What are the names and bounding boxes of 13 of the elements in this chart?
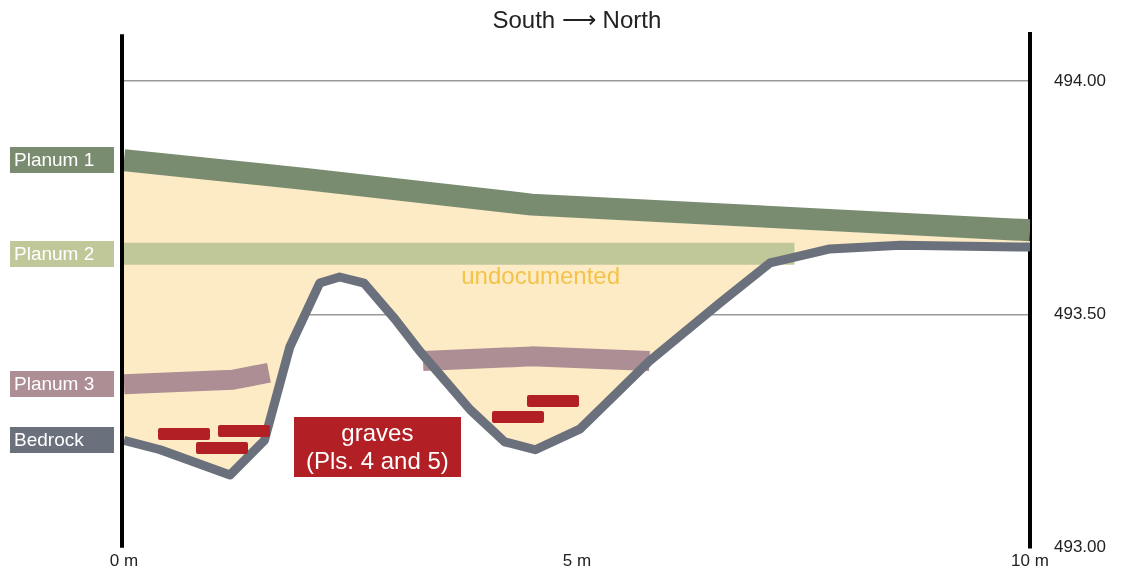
annotation: graves (Pls. 4 and 5) xyxy=(294,417,461,477)
x-tick-label: 5 m xyxy=(562,550,592,570)
series-label: undocumented xyxy=(461,262,621,290)
x-tick-label: 0 m xyxy=(109,550,139,570)
y-tick-label: 493.00 xyxy=(1054,537,1106,557)
x-tick-label: 10 m xyxy=(1011,550,1049,570)
series-label: Planum 2 xyxy=(10,240,114,267)
text: Bedrock xyxy=(10,427,114,454)
series-label: Planum 3 xyxy=(10,371,114,398)
series-label: Planum 1 xyxy=(10,147,114,174)
y-tick-label: 493.50 xyxy=(1054,304,1106,324)
chart-title: South ⟶ North xyxy=(492,6,662,34)
y-tick-label: 494.00 xyxy=(1054,70,1106,90)
